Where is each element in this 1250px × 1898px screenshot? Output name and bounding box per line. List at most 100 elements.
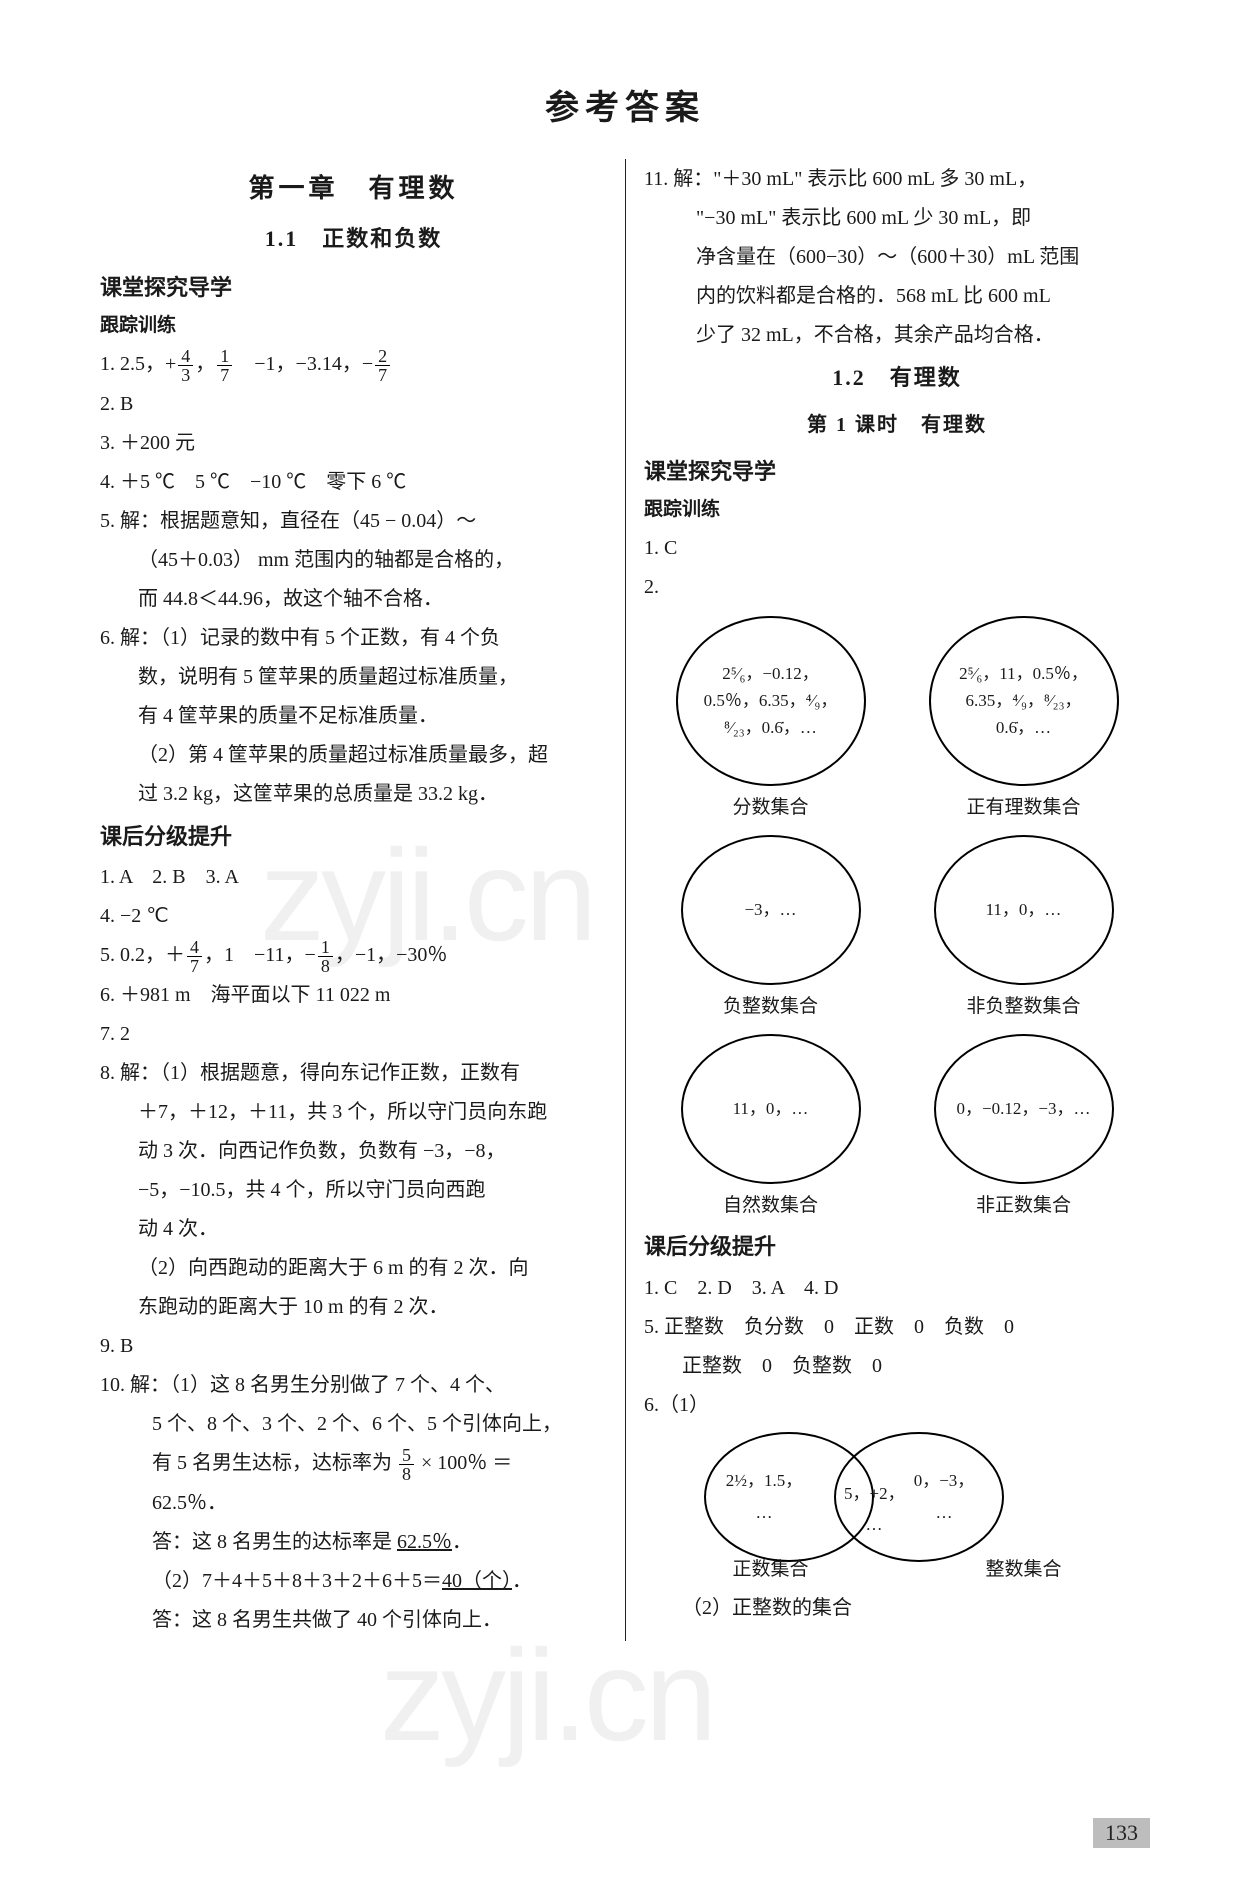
p8f: （2）向西跑动的距离大于 6 m 的有 2 次．向 — [100, 1250, 607, 1287]
set-circle: 0，−0.12，−3，… — [934, 1034, 1114, 1184]
p10b: 5 个、8 个、3 个、2 个、6 个、5 个引体向上， — [100, 1406, 607, 1443]
set-fractions: 2⁵⁄₆，−0.12， 0.5％，6.35，⁴⁄₉， ⁸⁄₂₃，0.6̇，… 分… — [649, 616, 892, 825]
set-natural: 11，0，… 自然数集合 — [649, 1034, 892, 1223]
subhead-ketang: 课堂探究导学 — [100, 268, 607, 309]
q6c: 有 4 筐苹果的质量不足标准质量． — [100, 698, 607, 735]
set-label: 自然数集合 — [723, 1188, 818, 1223]
set-circle: −3，… — [681, 835, 861, 985]
p8d: −5，−10.5，共 4 个，所以守门员向西跑 — [100, 1172, 607, 1209]
q5a: 5. 解：根据题意知，直径在（45 − 0.04）～ — [100, 503, 607, 540]
p7: 7. 2 — [100, 1016, 607, 1053]
p1: 1. A 2. B 3. A — [100, 859, 607, 896]
p10a: 10. 解：（1）这 8 名男生分别做了 7 个、4 个、 — [100, 1367, 607, 1404]
p10g: 答：这 8 名男生共做了 40 个引体向上． — [100, 1602, 607, 1639]
t: （2）7＋4＋5＋8＋3＋2＋6＋5＝ — [152, 1570, 442, 1592]
set-circle: 2⁵⁄₆，11，0.5％， 6.35，⁴⁄₉，⁸⁄₂₃， 0.6̇，… — [929, 616, 1119, 786]
num: 4 — [187, 938, 202, 957]
t: 5. 0.2，＋ — [100, 944, 185, 966]
q11c: 净含量在（600−30）～（600＋30）mL 范围 — [644, 239, 1150, 276]
q11b: "−30 mL" 表示比 600 mL 少 30 mL，即 — [644, 200, 1150, 237]
p10f: （2）7＋4＋5＋8＋3＋2＋6＋5＝40（个）． — [100, 1563, 607, 1600]
frac: 43 — [178, 347, 193, 384]
q11d: 内的饮料都是合格的．568 mL 比 600 mL — [644, 278, 1150, 315]
q11a: 11. 解："＋30 mL" 表示比 600 mL 多 30 mL， — [644, 161, 1150, 198]
subhead-genzong-r: 跟踪训练 — [644, 492, 1150, 527]
den: 8 — [318, 957, 333, 975]
q6e: 过 3.2 kg，这筐苹果的总质量是 33.2 kg． — [100, 776, 607, 813]
frac: 27 — [375, 347, 390, 384]
rp6: 6.（1） — [644, 1387, 1150, 1424]
sets-row-1: 2⁵⁄₆，−0.12， 0.5％，6.35，⁴⁄₉， ⁸⁄₂₃，0.6̇，… 分… — [644, 616, 1150, 825]
t: 答：这 8 名男生的达标率是 — [152, 1531, 397, 1553]
lesson-title: 第 1 课时 有理数 — [644, 407, 1150, 444]
underline: 62.5％ — [397, 1531, 452, 1553]
num: 1 — [318, 938, 333, 957]
q6b: 数，说明有 5 筐苹果的质量超过标准质量， — [100, 659, 607, 696]
subhead-kehou-r: 课后分级提升 — [644, 1227, 1150, 1268]
t: ． — [512, 1570, 532, 1592]
set-circle: 11，0，… — [681, 1034, 861, 1184]
q6a: 6. 解：（1）记录的数中有 5 个正数，有 4 个负 — [100, 620, 607, 657]
frac: 47 — [187, 938, 202, 975]
rp6b: （2）正整数的集合 — [644, 1590, 1150, 1627]
num: 1 — [217, 347, 232, 366]
den: 7 — [187, 957, 202, 975]
frac: 58 — [399, 1446, 414, 1483]
q4: 4. ＋5 ℃ 5 ℃ −10 ℃ 零下 6 ℃ — [100, 464, 607, 501]
q1: 1. 2.5，+43，17 −1，−3.14，−27 — [100, 346, 607, 384]
watermark-2: zyji.cn — [380, 1620, 713, 1770]
venn-diagram: 2½，1.5， … 0，−3， … 5，+2， … 正数集合 整数集合 — [644, 1428, 1150, 1588]
p9: 9. B — [100, 1328, 607, 1365]
den: 3 — [178, 366, 193, 384]
section-title-r: 1.2 有理数 — [644, 358, 1150, 399]
set-label: 分数集合 — [732, 790, 808, 825]
venn-labels: 正数集合 整数集合 — [644, 1552, 1150, 1587]
page-number: 133 — [1093, 1818, 1150, 1848]
subhead-kehou: 课后分级提升 — [100, 817, 607, 858]
set-label: 非负整数集合 — [966, 989, 1080, 1024]
den: 8 — [399, 1465, 414, 1483]
p10e: 答：这 8 名男生的达标率是 62.5％． — [100, 1524, 607, 1561]
q5b: （45＋0.03） mm 范围内的轴都是合格的， — [100, 542, 607, 579]
set-label: 正有理数集合 — [966, 790, 1080, 825]
venn-left-text: 2½，1.5， … — [726, 1465, 803, 1528]
rp5b: 正整数 0 负整数 0 — [644, 1348, 1150, 1385]
venn-label-left: 正数集合 — [732, 1552, 808, 1587]
num: 2 — [375, 347, 390, 366]
num: 5 — [399, 1446, 414, 1465]
t: 有 5 名男生达标，达标率为 — [152, 1452, 397, 1474]
p8a: 8. 解：（1）根据题意，得向东记作正数，正数有 — [100, 1055, 607, 1092]
content-columns: 第一章 有理数 1.1 正数和负数 课堂探究导学 跟踪训练 1. 2.5，+43… — [100, 159, 1150, 1641]
set-nonpositive: 0，−0.12，−3，… 非正数集合 — [902, 1034, 1145, 1223]
set-label: 负整数集合 — [723, 989, 818, 1024]
q3: 3. ＋200 元 — [100, 425, 607, 462]
t: −1，−3.14，− — [234, 353, 373, 375]
rp1: 1. C 2. D 3. A 4. D — [644, 1270, 1150, 1307]
p10c: 有 5 名男生达标，达标率为 58 × 100％ ＝ — [100, 1445, 607, 1483]
r2: 2. — [644, 569, 1150, 606]
q6d: （2）第 4 筐苹果的质量超过标准质量最多，超 — [100, 737, 607, 774]
subhead-genzong: 跟踪训练 — [100, 308, 607, 343]
p8e: 动 4 次． — [100, 1211, 607, 1248]
t: ， — [195, 353, 215, 375]
venn-right-text: 0，−3， … — [914, 1465, 975, 1528]
set-circle: 11，0，… — [934, 835, 1114, 985]
rp5a: 5. 正整数 负分数 0 正数 0 负数 0 — [644, 1309, 1150, 1346]
den: 7 — [217, 366, 232, 384]
p8g: 东跑动的距离大于 10 m 的有 2 次． — [100, 1289, 607, 1326]
left-column: 第一章 有理数 1.1 正数和负数 课堂探究导学 跟踪训练 1. 2.5，+43… — [100, 159, 625, 1641]
q11e: 少了 32 mL，不合格，其余产品均合格． — [644, 317, 1150, 354]
p4: 4. −2 ℃ — [100, 898, 607, 935]
p8c: 动 3 次．向西记作负数，负数有 −3，−8， — [100, 1133, 607, 1170]
t: × 100％ ＝ — [416, 1452, 512, 1474]
section-title: 1.1 正数和负数 — [100, 219, 607, 260]
q2: 2. B — [100, 386, 607, 423]
underline: 40（个） — [442, 1570, 512, 1592]
venn-label-right: 整数集合 — [985, 1552, 1061, 1587]
venn-mid-text: 5，+2， … — [844, 1478, 904, 1541]
subhead-ketang-r: 课堂探究导学 — [644, 452, 1150, 493]
q5c: 而 44.8＜44.96，故这个轴不合格． — [100, 581, 607, 618]
set-circle: 2⁵⁄₆，−0.12， 0.5％，6.35，⁴⁄₉， ⁸⁄₂₃，0.6̇，… — [676, 616, 866, 786]
den: 7 — [375, 366, 390, 384]
q1-pre: 1. 2.5，+ — [100, 353, 176, 375]
